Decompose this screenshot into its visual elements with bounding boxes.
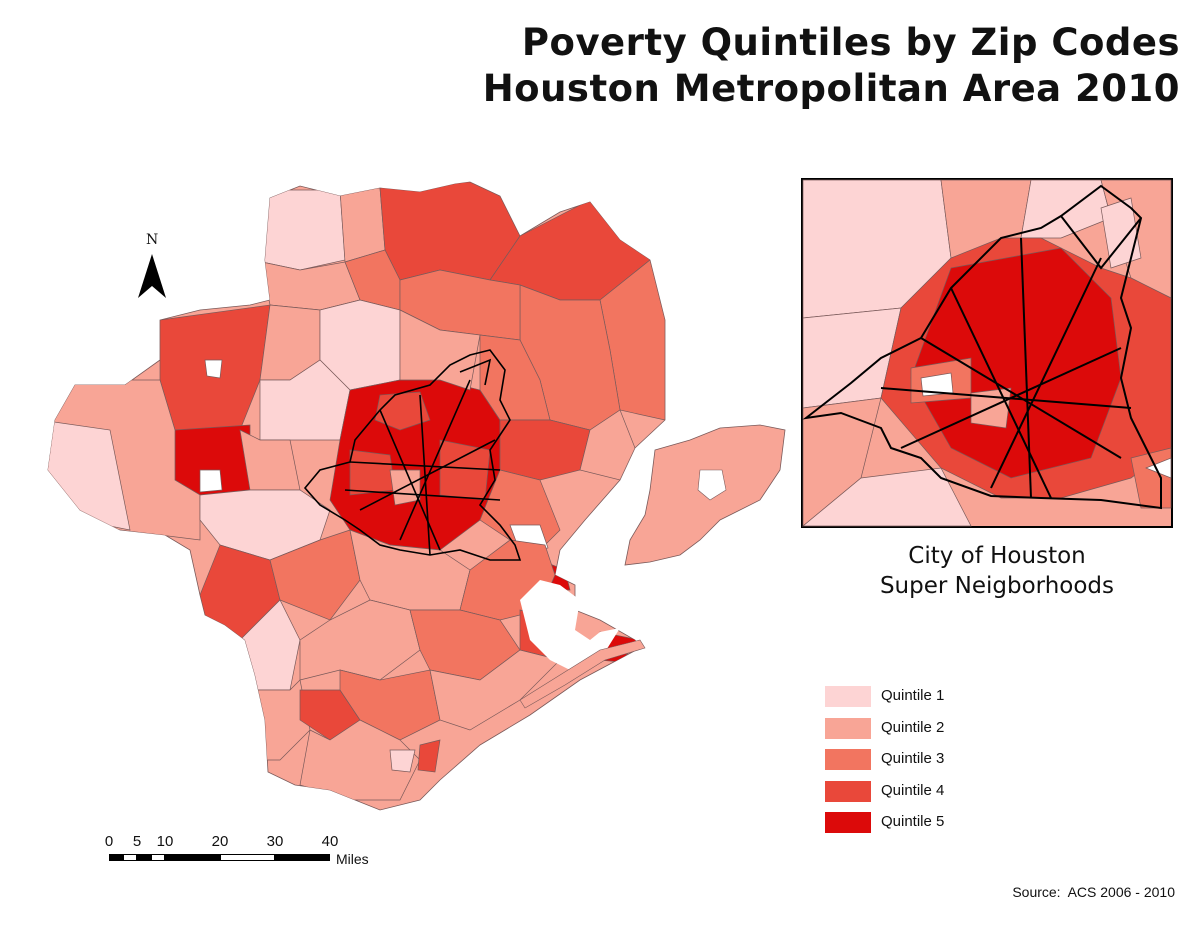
- zip-region: [199, 469, 223, 493]
- legend-swatch: [825, 749, 871, 770]
- legend-swatch: [825, 780, 871, 802]
- north-arrow-icon: [138, 254, 166, 298]
- scale-tick-label: 40: [321, 833, 339, 850]
- zip-region: [204, 359, 223, 379]
- zip-region: [349, 449, 396, 496]
- zip-region: [499, 419, 591, 481]
- zip-region: [579, 409, 636, 481]
- scale-segment: [165, 854, 220, 861]
- scale-bar-body: [109, 854, 330, 861]
- legend-label: Quintile 3: [881, 750, 945, 767]
- inset-caption-line-2: Super Neigborhoods: [879, 573, 1115, 599]
- scale-tick-label: 5: [132, 833, 142, 850]
- galveston-bay: [520, 580, 620, 670]
- map-title: Poverty Quintiles by Zip Codes Houston M…: [483, 20, 1180, 112]
- inset-caption-line-1: City of Houston: [908, 543, 1086, 569]
- zip-region: [261, 189, 346, 271]
- north-arrow: N: [132, 232, 172, 302]
- north-letter: N: [146, 232, 159, 248]
- scale-segment: [275, 854, 330, 861]
- zip-region: [389, 749, 416, 773]
- scale-bar: 0 5 10 20 30 40 Miles: [102, 833, 382, 873]
- legend-label: Quintile 4: [881, 781, 945, 799]
- scale-tick-label: 20: [211, 833, 229, 850]
- title-line-1: Poverty Quintiles by Zip Codes: [521, 21, 1180, 64]
- zip-region: [379, 182, 521, 281]
- inset-zip-region: [802, 467, 972, 527]
- scale-segment: [137, 854, 151, 861]
- main-map: [47, 181, 786, 811]
- inset-caption: City of Houston Super Neigborhoods: [852, 541, 1142, 601]
- legend-swatch: [825, 717, 871, 739]
- scale-unit: Miles: [336, 851, 369, 867]
- inset-map: [801, 178, 1173, 528]
- legend-label: Quintile 1: [881, 687, 945, 704]
- scale-segment: [123, 854, 137, 861]
- legend-label: Quintile 2: [881, 718, 945, 736]
- legend-swatch: [825, 686, 871, 707]
- zip-region: [399, 309, 481, 391]
- scale-tick-label: 10: [156, 833, 174, 850]
- title-line-2: Houston Metropolitan Area 2010: [482, 67, 1180, 110]
- zip-region: [339, 187, 386, 263]
- legend-label: Quintile 5: [881, 813, 945, 830]
- zip-region: [239, 429, 301, 491]
- scale-segment: [220, 854, 275, 861]
- zip-region: [429, 649, 561, 731]
- legend-swatch: [825, 812, 871, 833]
- zip-region: [417, 739, 441, 773]
- inset-super-neighborhoods-outline: [802, 184, 1162, 510]
- scale-tick-label: 0: [104, 833, 114, 850]
- zip-region: [439, 439, 491, 501]
- super-neighborhoods-outline: [303, 349, 522, 561]
- scale-tick-label: 30: [266, 833, 284, 850]
- scale-segment: [109, 854, 123, 861]
- galveston-island: [519, 639, 646, 709]
- scale-segment: [151, 854, 165, 861]
- east-county-cutout: [697, 469, 727, 501]
- source-note: Source: ACS 2006 - 2010: [1012, 884, 1175, 900]
- zip-region: [261, 261, 361, 311]
